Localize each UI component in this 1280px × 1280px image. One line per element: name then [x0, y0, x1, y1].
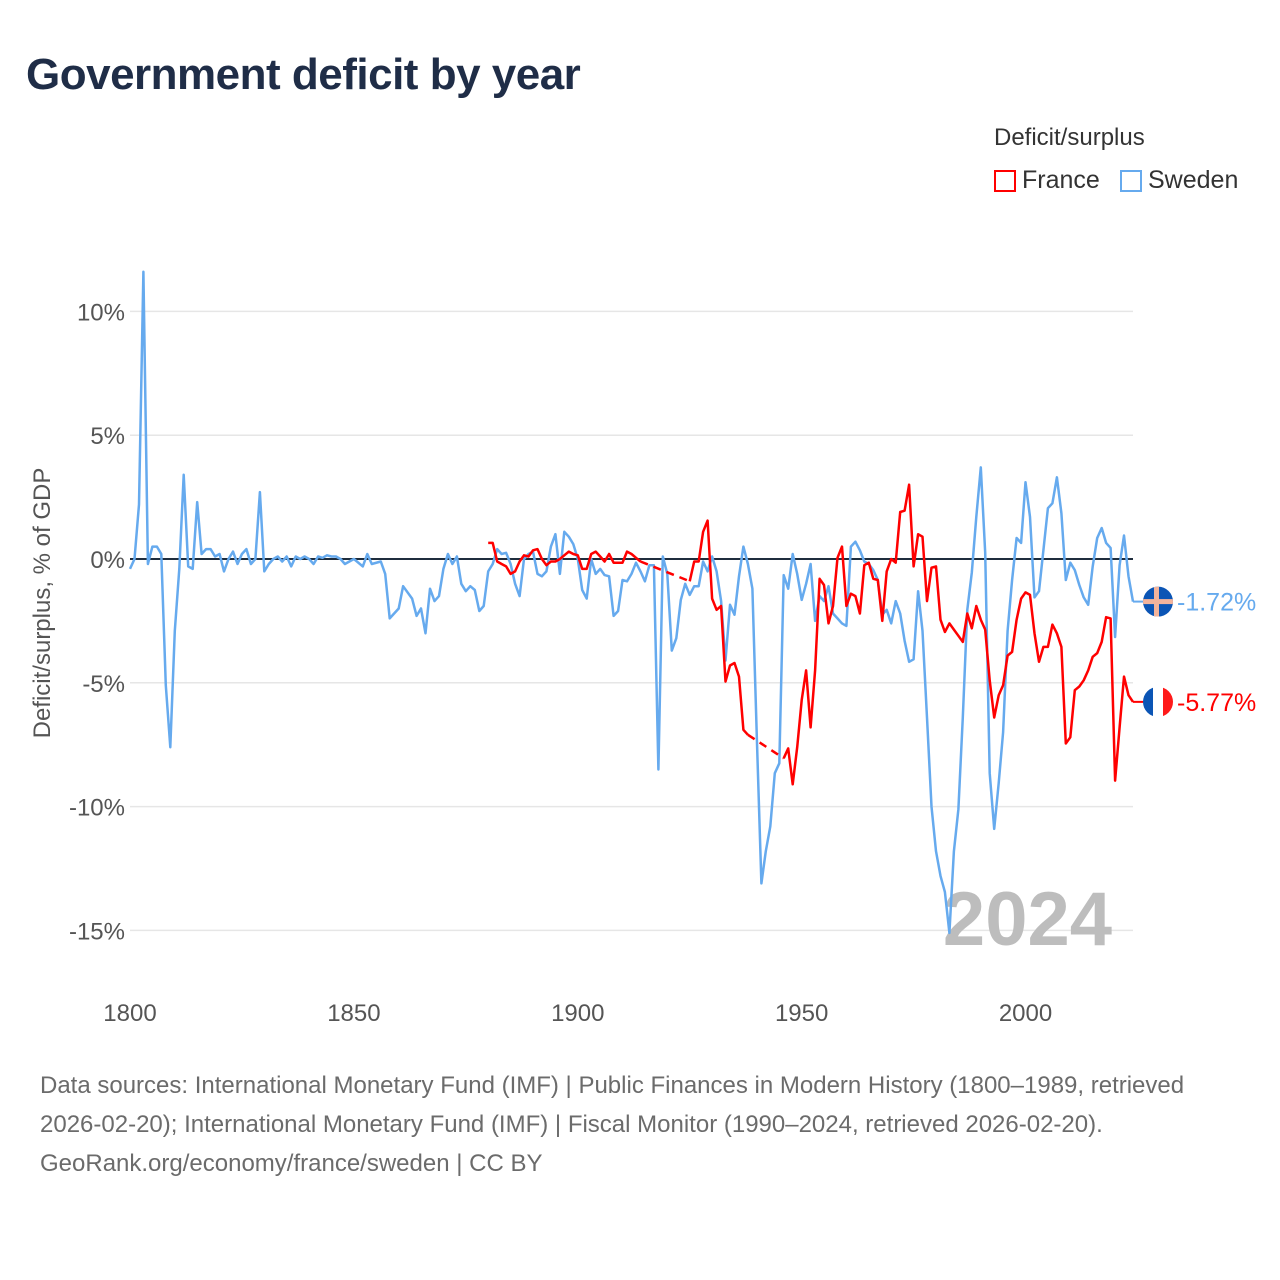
sweden-flag-icon: [1143, 586, 1173, 617]
y-tick-label: 5%: [90, 423, 125, 450]
y-tick-label: 0%: [90, 547, 125, 574]
data-sources: Data sources: International Monetary Fun…: [40, 1072, 1185, 1138]
end-value-label-sweden: -1.72%: [1177, 589, 1256, 617]
flag-stripe-blue: [1143, 686, 1153, 717]
x-tick-label: 1850: [327, 1000, 380, 1027]
series-line-france: [688, 519, 749, 736]
legend-item-sweden[interactable]: Sweden: [1120, 166, 1238, 195]
x-tick-label: 2000: [999, 1000, 1052, 1027]
attribution-link[interactable]: GeoRank.org/economy/france/sweden | CC B…: [40, 1150, 543, 1177]
legend-label-france: France: [1022, 166, 1100, 194]
legend-title: Deficit/surplus: [994, 124, 1145, 151]
y-tick-label: 10%: [77, 299, 125, 326]
legend-item-france[interactable]: France: [994, 166, 1100, 195]
flag-cross-v: [1154, 586, 1159, 617]
series-line-france: [488, 541, 642, 576]
series-line-sweden: [128, 270, 1135, 935]
legend-swatch-france: [994, 169, 1016, 192]
france-flag-icon: [1143, 686, 1173, 717]
legend-label-sweden: Sweden: [1148, 166, 1239, 194]
x-tick-label: 1900: [551, 1000, 604, 1027]
current-year-watermark: 2024: [943, 877, 1112, 962]
series-gap-france: [639, 560, 691, 583]
x-tick-label: 1950: [775, 1000, 828, 1027]
y-tick-label: -15%: [69, 918, 125, 945]
footer: Data sources: International Monetary Fun…: [40, 1066, 1240, 1183]
y-axis-title: Deficit/surplus, % of GDP: [29, 468, 56, 739]
y-tick-label: -5%: [82, 671, 125, 698]
series-line-france: [782, 483, 1135, 786]
series-gap-france: [747, 733, 785, 760]
x-tick-label: 1800: [103, 1000, 156, 1027]
chart-title: Government deficit by year: [26, 50, 581, 99]
flag-stripe-white: [1153, 686, 1163, 717]
end-value-label-france: -5.77%: [1177, 689, 1256, 717]
y-tick-label: -10%: [69, 795, 125, 822]
flag-stripe-red: [1163, 686, 1173, 717]
legend-swatch-sweden: [1120, 169, 1142, 192]
